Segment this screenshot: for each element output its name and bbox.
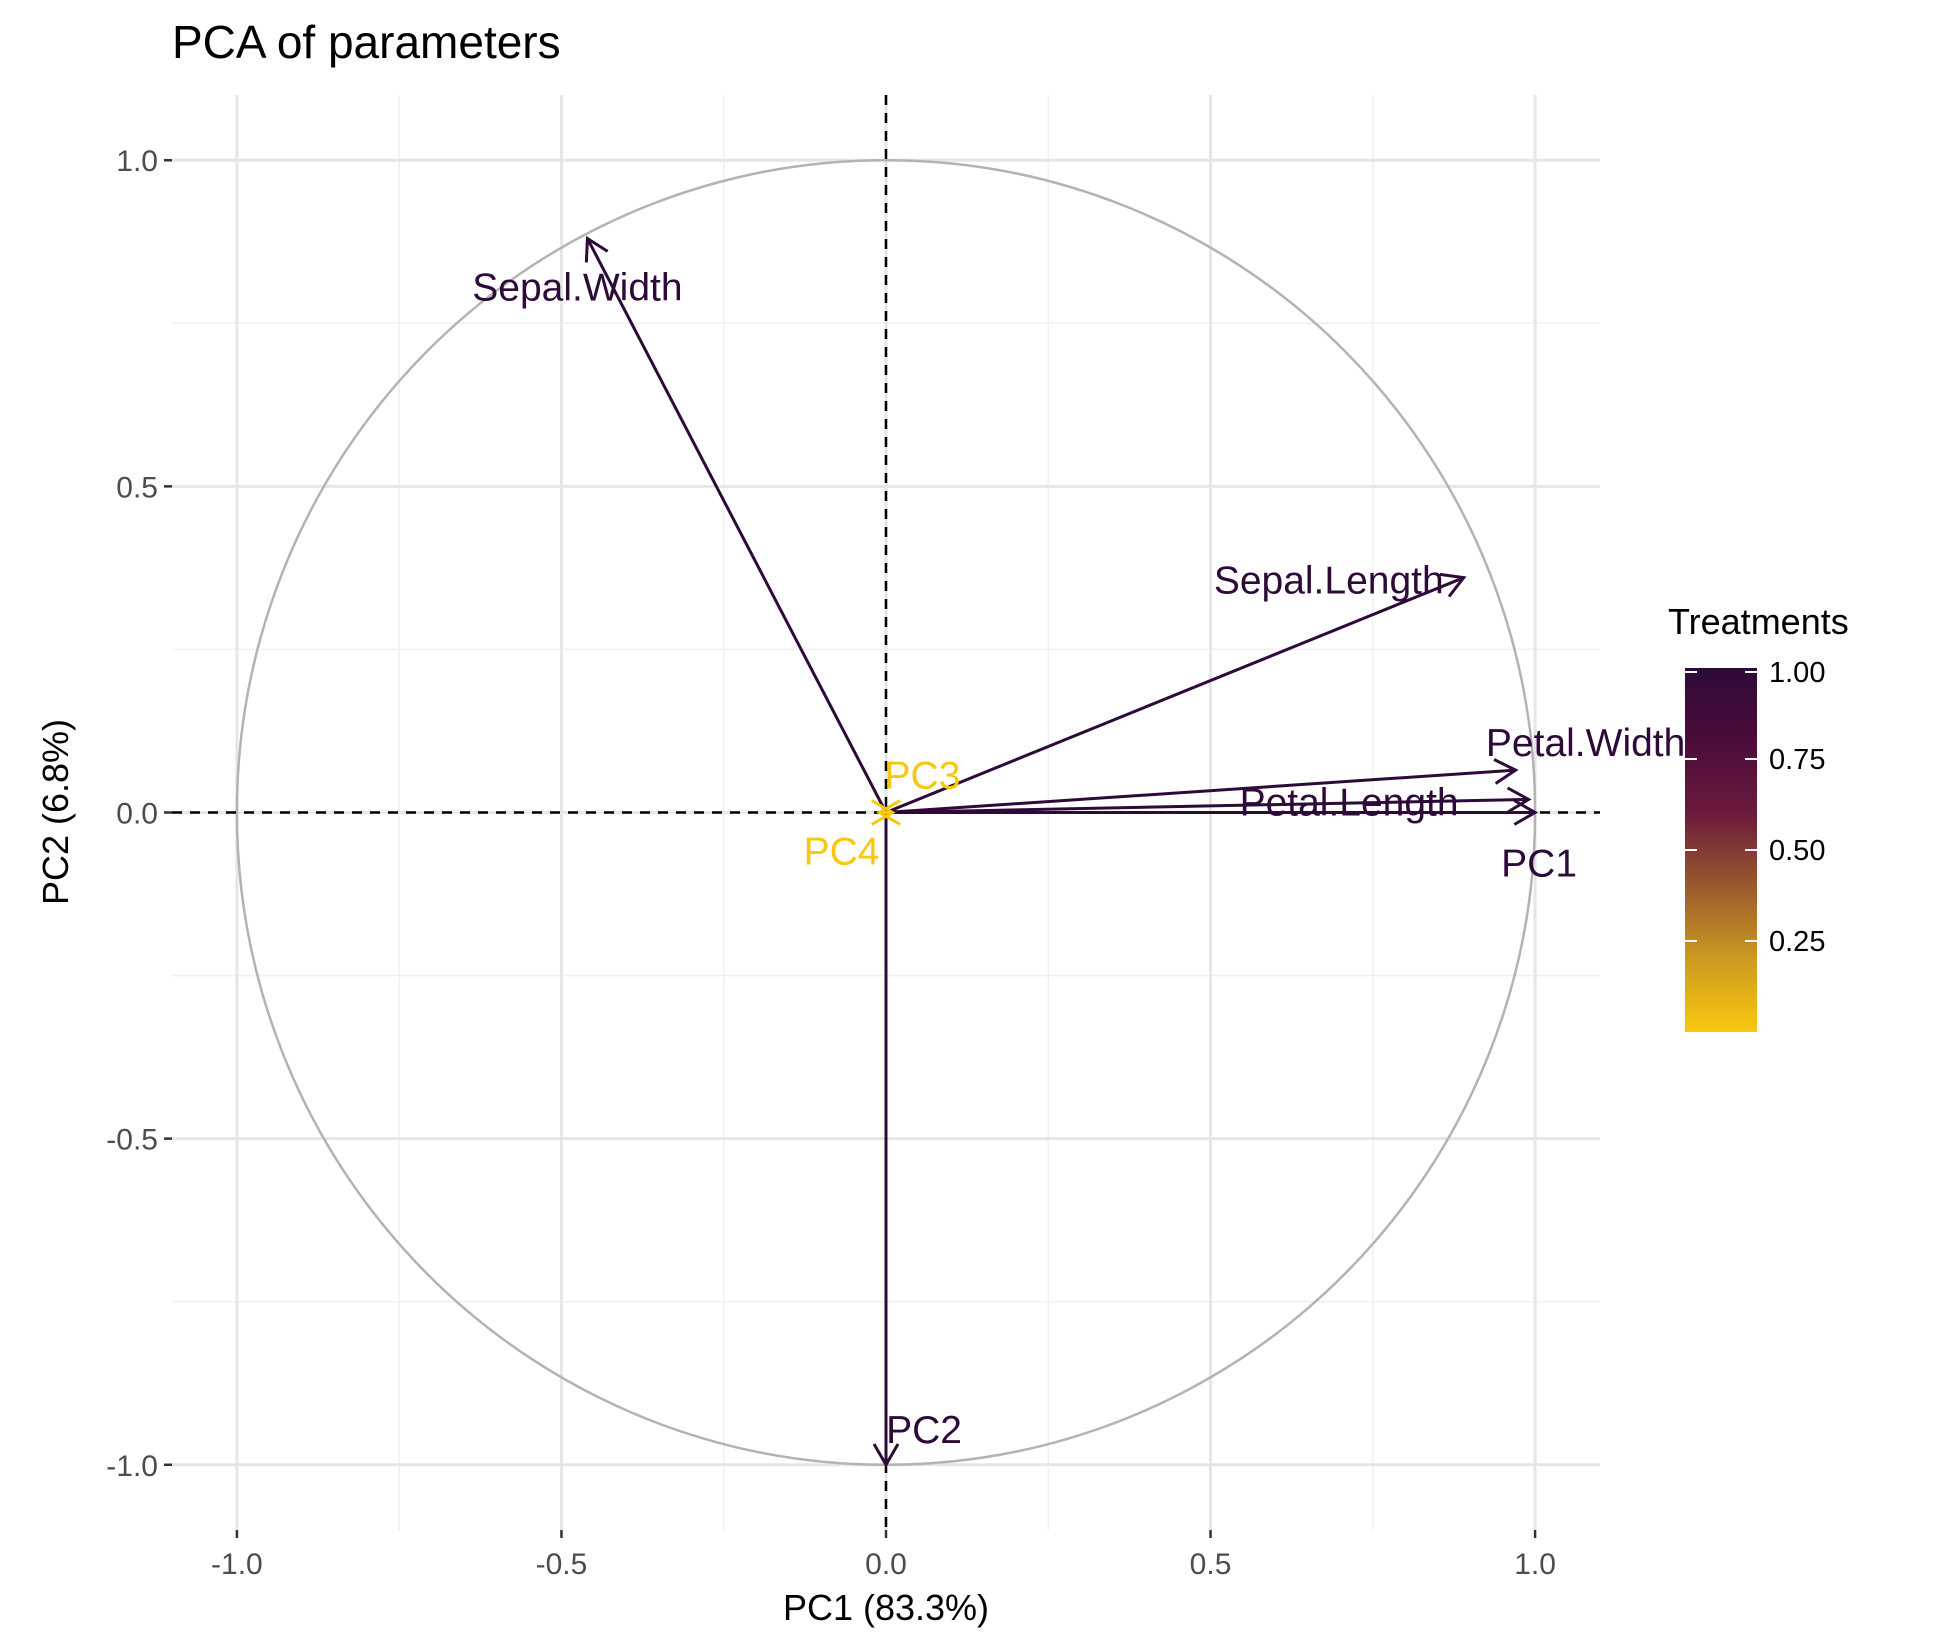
vector-label-petal-length: Petal.Length: [1240, 781, 1459, 824]
vector-label-sepal-length: Sepal.Length: [1214, 560, 1444, 603]
vector-layer: [584, 235, 1539, 1468]
vector-sepal-length: [885, 576, 1465, 814]
vector-label-pc1: PC1: [1501, 843, 1577, 886]
arrowhead-pc2: [872, 1443, 900, 1468]
y-tick-label: 0.0: [116, 798, 158, 831]
x-axis-title: PC1 (83.3%): [783, 1587, 989, 1628]
legend-title: Treatments: [1668, 601, 1849, 642]
y-tick-label: 0.5: [116, 471, 158, 504]
arrowhead-petal-width: [1493, 758, 1519, 785]
colorbar-label: 0.50: [1769, 835, 1825, 867]
y-tick-label: -1.0: [106, 1450, 158, 1483]
arrowhead-pc1: [1513, 799, 1539, 826]
y-axis-title: PC2 (6.8%): [35, 719, 76, 905]
arrowhead-petal-length: [1506, 786, 1532, 814]
chart-title: PCA of parameters: [172, 16, 561, 68]
vector-petal-width: [885, 768, 1516, 814]
vector-label-pc4: PC4: [804, 831, 880, 874]
colorbar-label: 1.00: [1769, 657, 1825, 689]
vector-label-pc3: PC3: [885, 755, 961, 798]
arrowhead-pc3: [870, 799, 896, 826]
x-tick-label: 0.0: [865, 1548, 907, 1581]
arrowhead-pc4: [876, 799, 902, 826]
y-tick-label: -0.5: [106, 1124, 158, 1157]
vector-labels: Sepal.Width Sepal.Length Petal.Width Petal.…: [472, 267, 1685, 1452]
x-tick-label: -0.5: [536, 1548, 588, 1581]
arrowhead-sepal-width: [584, 235, 609, 263]
arrowhead-sepal-length: [1439, 572, 1467, 598]
x-tick-label: 1.0: [1514, 1548, 1556, 1581]
colorbar-ticks: 1.00 0.75 0.50 0.25: [1685, 657, 1825, 958]
vector-petal-length: [885, 797, 1529, 814]
y-tick-label: 1.0: [116, 145, 158, 178]
colorbar-label: 0.25: [1769, 926, 1825, 958]
legend: Treatments 1.00 0.75 0.50 0.25: [1668, 601, 1849, 1032]
x-tick-label: 0.5: [1190, 1548, 1232, 1581]
vector-label-petal-width: Petal.Width: [1486, 722, 1685, 765]
x-tick-label: -1.0: [211, 1548, 263, 1581]
vector-sepal-width: [586, 237, 888, 814]
vector-label-sepal-width: Sepal.Width: [472, 267, 682, 310]
axis-ticks: -1.0 -0.5 0.0 0.5 1.0 -1.0 -0.5 0.0 0.5 1.0: [106, 145, 1556, 1581]
colorbar-label: 0.75: [1769, 744, 1825, 776]
vector-label-pc2: PC2: [886, 1409, 962, 1452]
